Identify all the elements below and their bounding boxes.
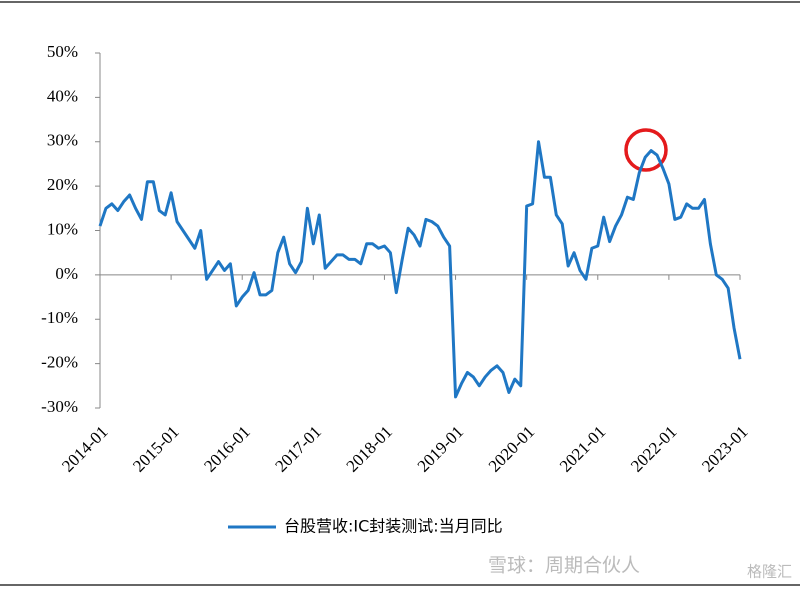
y-tick-label: 10% [47,219,78,238]
y-tick-label: 50% [47,42,78,61]
x-tick-label: 2014-01 [58,422,112,476]
y-tick-label: 20% [47,175,78,194]
x-tick-label: 2017-01 [271,422,325,476]
watermark: 雪球：周期合伙人 [488,555,640,577]
y-tick-label: 30% [47,131,78,150]
highlight-circle [624,128,668,172]
x-tick-label: 2015-01 [129,422,183,476]
x-tick-label: 2022-01 [627,422,681,476]
x-tick-label: 2020-01 [485,422,539,476]
x-tick-label: 2021-01 [556,422,610,476]
x-tick-label: 2016-01 [200,422,254,476]
y-tick-label: 40% [47,86,78,105]
y-tick-label: -20% [41,353,78,372]
y-tick-label: 0% [55,264,78,283]
y-tick-label: -10% [41,308,78,327]
x-tick-label: 2023-01 [698,422,752,476]
line-series [98,140,742,399]
legend-label: 台股营收:IC封装测试:当月同比 [284,517,503,536]
x-tick-label: 2019-01 [414,422,468,476]
watermark: 格隆汇 [747,563,792,581]
y-tick-label: -30% [41,397,78,416]
x-tick-label: 2018-01 [343,422,397,476]
